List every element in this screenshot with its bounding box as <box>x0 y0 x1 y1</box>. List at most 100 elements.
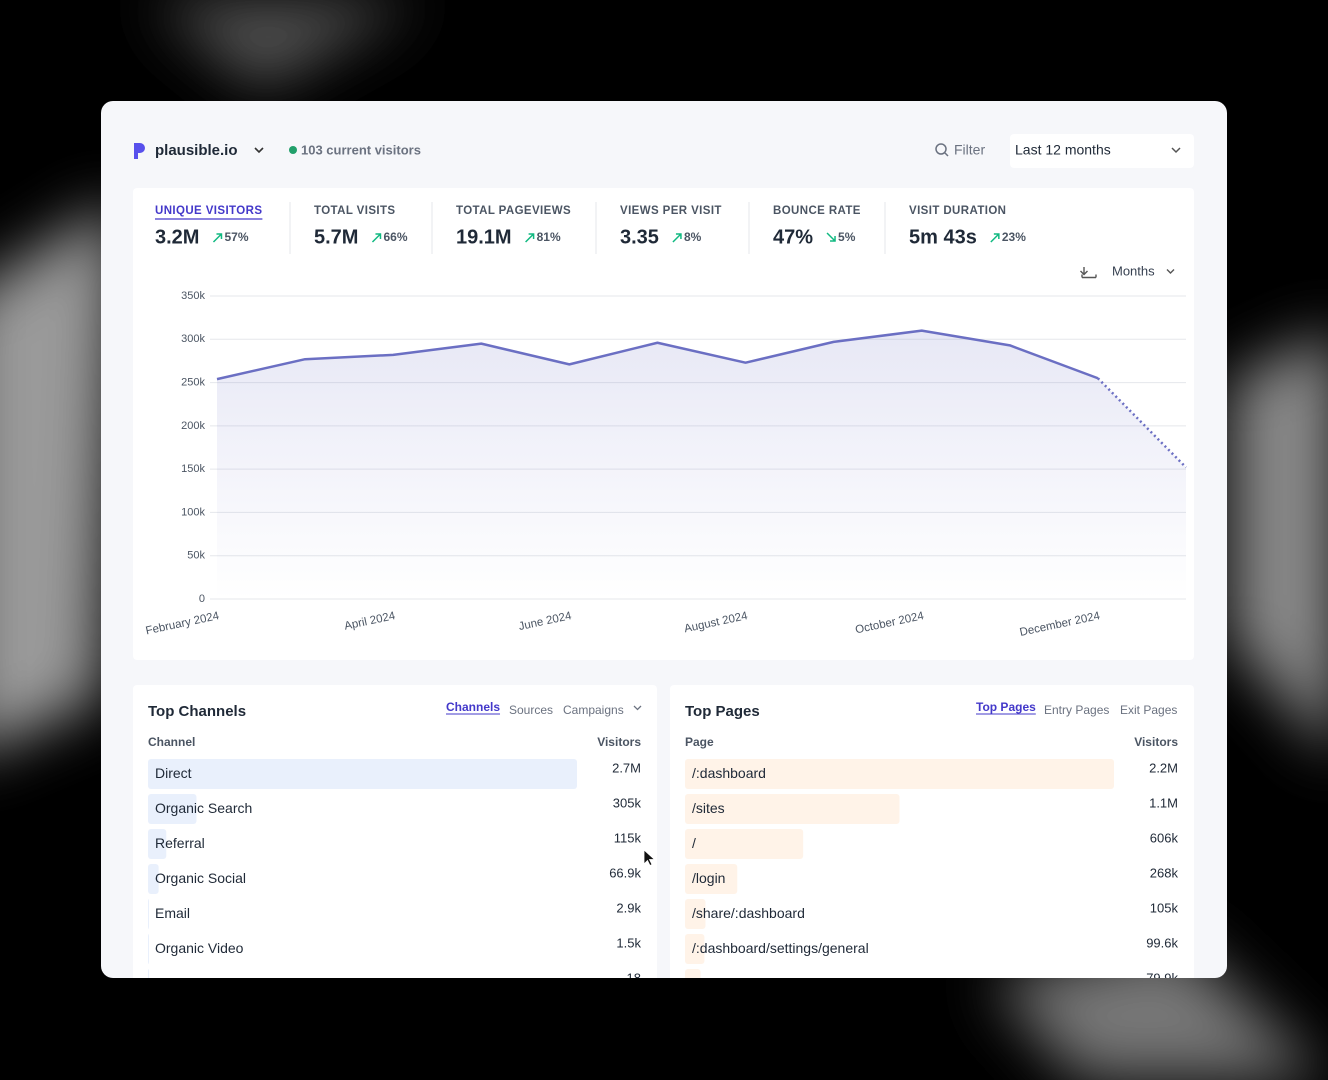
tab-chevron <box>633 705 642 711</box>
metric-label[interactable]: TOTAL VISITS <box>314 205 395 217</box>
metric-label[interactable]: VISIT DURATION <box>909 205 1006 217</box>
tab[interactable]: Exit Pages <box>1120 703 1177 717</box>
metric-value: 3.2M <box>155 226 199 248</box>
current-visitors[interactable]: 103 current visitors <box>301 142 421 157</box>
metric-value: 47% <box>773 226 813 248</box>
metric-value: 5m 43s <box>909 226 977 248</box>
row-value: 2.2M <box>1149 760 1178 775</box>
column-header: Visitors <box>1134 735 1178 749</box>
bar <box>685 969 701 978</box>
change-arrow <box>672 233 682 243</box>
row-value: 2.7M <box>612 760 641 775</box>
dashboard: plausible.io 103 current visitors Filter… <box>101 101 1227 985</box>
tab[interactable]: Campaigns <box>563 703 624 717</box>
filter[interactable]: Filter <box>954 142 985 158</box>
row-value: 18 <box>627 970 641 985</box>
row-value: 606k <box>1150 830 1179 845</box>
interval-chevron <box>1166 269 1175 274</box>
metric-change: 5% <box>838 230 856 244</box>
row-value: 66.9k <box>609 865 641 880</box>
bar <box>148 899 149 929</box>
row-value: 79.9k <box>1146 970 1178 985</box>
metric-change: 81% <box>537 230 561 244</box>
row-value: 115k <box>614 830 642 845</box>
site-chevron[interactable] <box>254 147 264 154</box>
metric-value: 5.7M <box>314 226 358 248</box>
row-name[interactable]: Email <box>155 905 190 921</box>
metric-label[interactable]: UNIQUE VISITORS <box>155 205 262 217</box>
y-tick-label: 300k <box>181 333 205 345</box>
metric-label[interactable]: TOTAL PAGEVIEWS <box>456 205 571 217</box>
bar <box>685 829 804 859</box>
metric-label[interactable]: VIEWS PER VISIT <box>620 205 722 217</box>
tab[interactable]: Entry Pages <box>1044 703 1109 717</box>
bar <box>148 969 149 978</box>
logo[interactable] <box>134 143 145 159</box>
metric-change: 8% <box>684 230 702 244</box>
y-tick-label: 50k <box>187 550 205 562</box>
interval-select[interactable]: Months <box>1112 263 1155 278</box>
change-arrow <box>525 233 535 243</box>
line <box>216 329 1099 381</box>
change-arrow <box>371 233 382 243</box>
y-tick-label: 200k <box>181 420 205 432</box>
live-dot <box>289 146 297 154</box>
site-name[interactable]: plausible.io <box>155 142 238 159</box>
row-name[interactable]: Organic Video <box>155 940 244 956</box>
row-value: 1.1M <box>1149 795 1178 810</box>
metric-change: 57% <box>224 230 248 244</box>
line-incomplete <box>1097 377 1187 469</box>
row-name[interactable]: Direct <box>155 765 192 781</box>
filter-icon-handle <box>944 152 949 157</box>
row-name[interactable]: Organic Social <box>155 870 246 886</box>
y-tick-label: 250k <box>181 376 205 388</box>
row-name[interactable]: /sites <box>692 800 725 816</box>
row-name[interactable]: Organic Search <box>155 800 252 816</box>
row-value: 99.6k <box>1146 935 1178 950</box>
bar <box>148 864 159 894</box>
row-name[interactable]: /:dashboard/settings/general <box>692 940 869 956</box>
bar <box>685 794 900 824</box>
column-header: Visitors <box>597 735 641 749</box>
change-arrow <box>212 233 223 243</box>
row-name[interactable]: /login <box>692 870 725 886</box>
filter-icon[interactable] <box>935 143 947 155</box>
y-tick-label: 0 <box>199 593 205 605</box>
y-tick-label: 100k <box>181 506 205 518</box>
change-arrow <box>990 233 1000 243</box>
period-chevron <box>1171 147 1181 154</box>
bar <box>685 759 1114 789</box>
bar <box>148 794 197 824</box>
bar <box>685 934 705 964</box>
area <box>217 330 1186 599</box>
y-tick-label: 150k <box>181 463 205 475</box>
row-value: 305k <box>613 795 642 810</box>
bar <box>148 934 149 964</box>
row-value: 1.5k <box>616 935 641 950</box>
change-arrow <box>826 232 836 242</box>
metric-value: 19.1M <box>456 226 512 248</box>
tab[interactable]: Channels <box>446 700 500 714</box>
tab[interactable]: Sources <box>509 703 553 717</box>
panel-title: Top Pages <box>685 703 760 720</box>
metric-change: 66% <box>383 230 407 244</box>
bar <box>685 864 738 894</box>
tab[interactable]: Top Pages <box>976 700 1036 714</box>
column-header: Page <box>685 735 714 749</box>
row-value: 268k <box>1150 865 1179 880</box>
row-value: 105k <box>1150 900 1179 915</box>
row-name[interactable]: / <box>692 835 696 851</box>
period-label[interactable]: Last 12 months <box>1015 142 1111 158</box>
bar <box>148 829 167 859</box>
bar <box>685 899 706 929</box>
row-name[interactable]: Referral <box>155 835 205 851</box>
row-name[interactable]: /:dashboard <box>692 765 766 781</box>
bar <box>148 759 577 789</box>
row-name[interactable]: /share/:dashboard <box>692 905 805 921</box>
metric-label[interactable]: BOUNCE RATE <box>773 205 861 217</box>
column-header: Channel <box>148 735 195 749</box>
period-select[interactable] <box>1010 134 1194 168</box>
metric-change: 23% <box>1002 230 1026 244</box>
